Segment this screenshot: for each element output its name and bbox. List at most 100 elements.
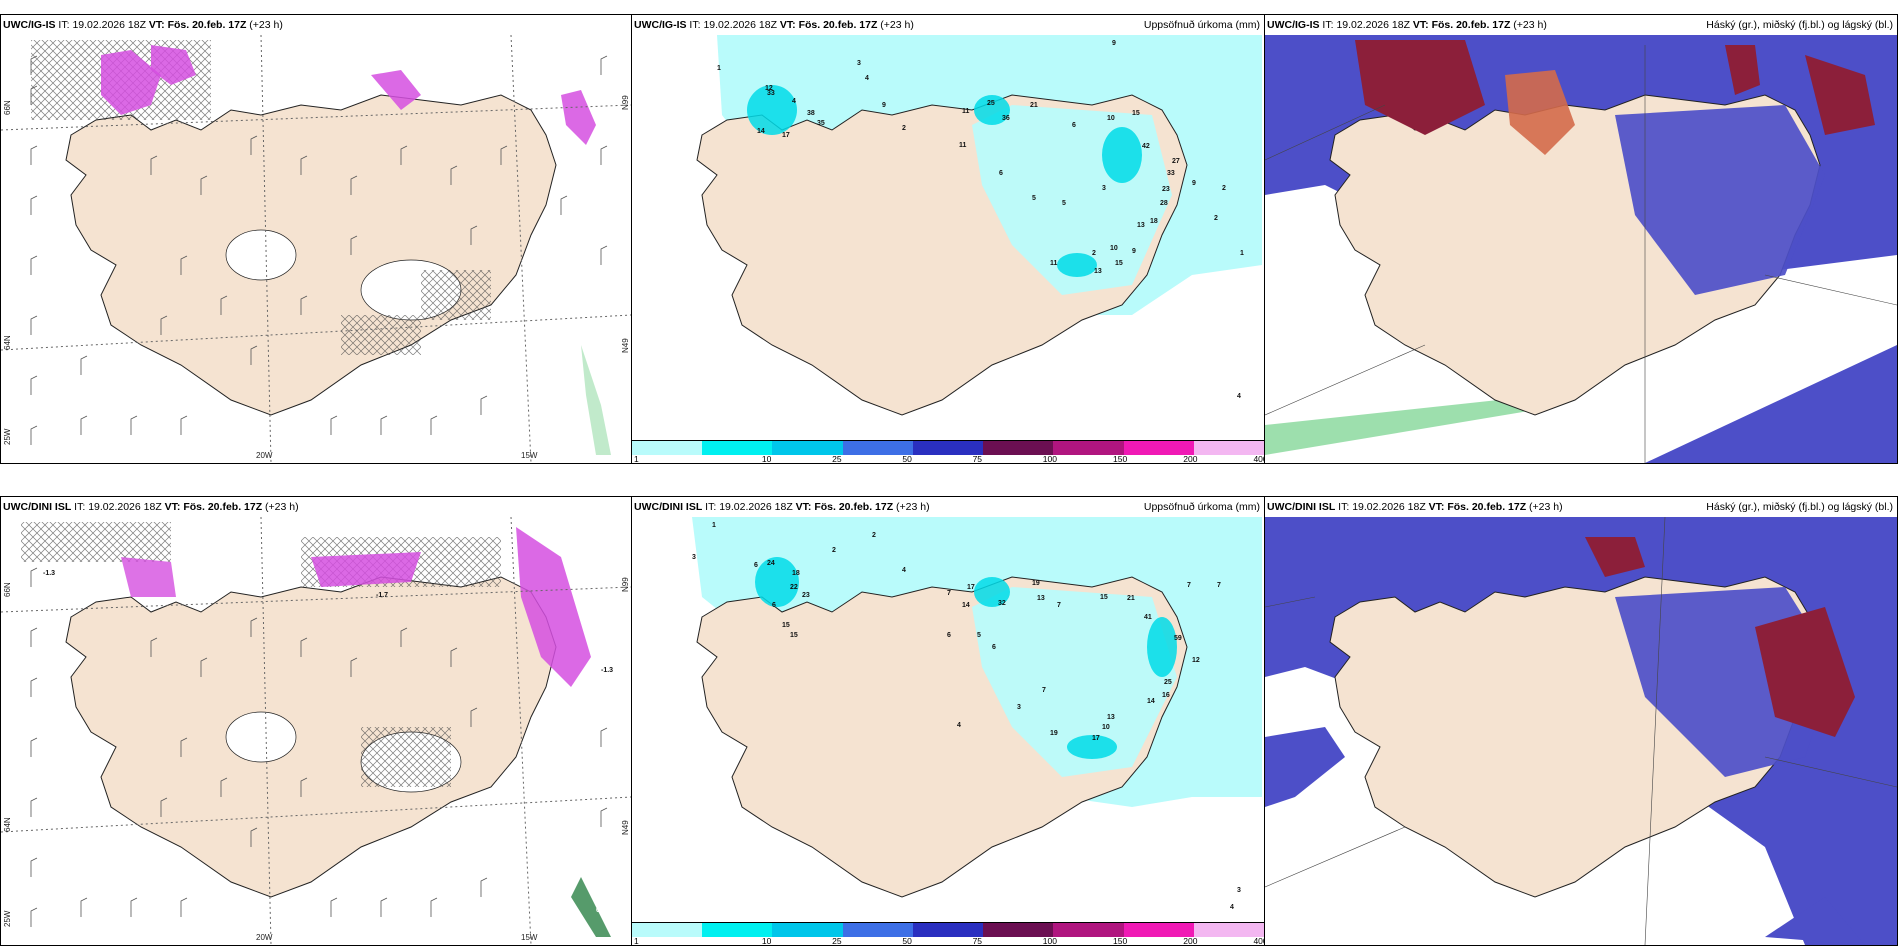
svg-text:59: 59 <box>1174 635 1182 642</box>
cloud-title: Háský (gr.), miðský (fj.bl.) og lágský (… <box>1706 501 1893 513</box>
panel-r2-precip: UWC/DINI ISL IT: 19.02.2026 18Z VT: Fös.… <box>631 496 1265 946</box>
svg-text:35: 35 <box>817 120 825 127</box>
svg-text:18: 18 <box>792 570 800 577</box>
svg-text:6: 6 <box>772 602 776 609</box>
svg-text:10: 10 <box>1102 724 1110 731</box>
svg-text:36: 36 <box>1002 115 1010 122</box>
colorbar-label: 10 <box>761 454 772 464</box>
panel-header: UWC/IG-IS IT: 19.02.2026 18Z VT: Fös. 20… <box>632 15 1264 35</box>
svg-text:4: 4 <box>792 98 796 105</box>
colorbar-label: 1 <box>634 936 639 946</box>
svg-text:16: 16 <box>1162 692 1170 699</box>
svg-text:6: 6 <box>947 632 951 639</box>
svg-text:21: 21 <box>1030 102 1038 109</box>
svg-text:2: 2 <box>1222 185 1226 192</box>
svg-text:27: 27 <box>1172 158 1180 165</box>
panel-header: UWC/DINI ISL IT: 19.02.2026 18Z VT: Fös.… <box>1265 497 1897 517</box>
svg-text:42: 42 <box>1142 143 1150 150</box>
svg-text:1: 1 <box>712 522 716 529</box>
panel-header: UWC/DINI ISL IT: 19.02.2026 18Z VT: Fös.… <box>3 501 299 513</box>
colorbar-label: 1 <box>634 454 639 464</box>
colorbar-swatch <box>1193 441 1264 455</box>
svg-text:25: 25 <box>987 100 995 107</box>
svg-text:6: 6 <box>754 562 758 569</box>
lat-tick-right-64: N49 <box>621 820 630 835</box>
svg-text:9: 9 <box>1132 248 1136 255</box>
lat-tick-66n: 66N <box>3 100 12 115</box>
svg-text:3: 3 <box>1017 704 1021 711</box>
svg-text:13: 13 <box>1137 222 1145 229</box>
svg-text:9: 9 <box>882 102 886 109</box>
svg-text:15: 15 <box>790 632 798 639</box>
svg-text:12: 12 <box>765 85 773 92</box>
svg-text:1: 1 <box>1240 250 1244 257</box>
colorbar-swatch <box>983 923 1055 937</box>
svg-text:18: 18 <box>1150 218 1158 225</box>
svg-text:3: 3 <box>857 60 861 67</box>
svg-text:11: 11 <box>1050 260 1058 267</box>
panel-r2-clouds: UWC/DINI ISL IT: 19.02.2026 18Z VT: Fös.… <box>1264 496 1898 946</box>
svg-text:23: 23 <box>802 592 810 599</box>
colorbar-swatch <box>912 923 985 937</box>
colorbar-label: 50 <box>902 936 912 946</box>
svg-text:6: 6 <box>999 170 1003 177</box>
svg-text:17: 17 <box>967 584 975 591</box>
lon-tick-15w: 15W <box>521 933 538 942</box>
lat-tick-64n: 64N <box>3 817 12 832</box>
svg-text:7: 7 <box>1217 582 1221 589</box>
svg-text:7: 7 <box>1187 582 1191 589</box>
panel-r1-clouds: UWC/IG-IS IT: 19.02.2026 18Z VT: Fös. 20… <box>1264 14 1898 464</box>
colorbar-label: 75 <box>972 936 983 946</box>
svg-text:12: 12 <box>1192 657 1200 664</box>
svg-text:2: 2 <box>872 532 876 539</box>
panel-r2-wind: UWC/DINI ISL IT: 19.02.2026 18Z VT: Fös.… <box>0 496 632 946</box>
panel-header: UWC/DINI ISL IT: 19.02.2026 18Z VT: Fös.… <box>632 497 1264 517</box>
cloud-map <box>1265 497 1897 945</box>
colorbar-label: 150 <box>1113 454 1128 464</box>
lon-tick-25w: 25W <box>3 910 12 927</box>
svg-text:2: 2 <box>1214 215 1218 222</box>
panel-r1-wind: UWC/IG-IS IT: 19.02.2026 18Z VT: Fös. 20… <box>0 14 632 464</box>
precip-title: Uppsöfnuð úrkoma (mm) <box>1143 19 1260 31</box>
colorbar-swatch <box>842 923 914 937</box>
colorbar-swatch <box>702 923 774 937</box>
svg-text:3: 3 <box>1237 887 1241 894</box>
svg-text:38: 38 <box>807 110 815 117</box>
lon-tick-25w: 25W <box>3 428 12 445</box>
svg-text:2: 2 <box>832 547 836 554</box>
svg-text:3: 3 <box>692 554 696 561</box>
svg-text:17: 17 <box>782 132 790 139</box>
svg-text:14: 14 <box>1147 698 1155 705</box>
svg-text:-1.7: -1.7 <box>376 592 388 599</box>
svg-text:3: 3 <box>1102 185 1106 192</box>
svg-text:11: 11 <box>959 142 967 149</box>
svg-text:5: 5 <box>1032 195 1036 202</box>
svg-text:14: 14 <box>962 602 970 609</box>
svg-text:24: 24 <box>767 560 775 567</box>
svg-text:21: 21 <box>1127 595 1135 602</box>
precip-numbers: 1 2 2 3 6 24 18 22 23 15 15 6 4 17 14 7 … <box>692 522 1241 911</box>
svg-text:4: 4 <box>1230 904 1234 911</box>
lon-tick-15w: 15W <box>521 451 538 460</box>
colorbar-label: 100 <box>1042 936 1057 946</box>
lat-tick-right-66: N99 <box>621 95 630 110</box>
svg-text:33: 33 <box>767 90 775 97</box>
iceland-landmass <box>65 94 557 416</box>
svg-text:19: 19 <box>1050 730 1058 737</box>
colorbar-swatch <box>1123 441 1195 455</box>
svg-text:13: 13 <box>1037 595 1045 602</box>
svg-text:15: 15 <box>782 622 790 629</box>
colorbar-label: 200 <box>1183 454 1198 464</box>
svg-text:11: 11 <box>962 108 970 115</box>
svg-text:17: 17 <box>1092 735 1100 742</box>
svg-text:6: 6 <box>1072 122 1076 129</box>
precip-numbers: 3 9 4 1 12 4 33 14 38 35 17 9 2 11 25 36… <box>717 40 1244 400</box>
panel-r1-precip: UWC/IG-IS IT: 19.02.2026 18Z VT: Fös. 20… <box>631 14 1265 464</box>
colorbar-label: 150 <box>1113 936 1128 946</box>
svg-text:33: 33 <box>1167 170 1175 177</box>
svg-text:0.6: 0.6 <box>596 907 606 914</box>
colorbar-swatch <box>772 441 844 455</box>
svg-text:7: 7 <box>947 590 951 597</box>
svg-text:13: 13 <box>1094 268 1102 275</box>
svg-text:25: 25 <box>1164 679 1172 686</box>
